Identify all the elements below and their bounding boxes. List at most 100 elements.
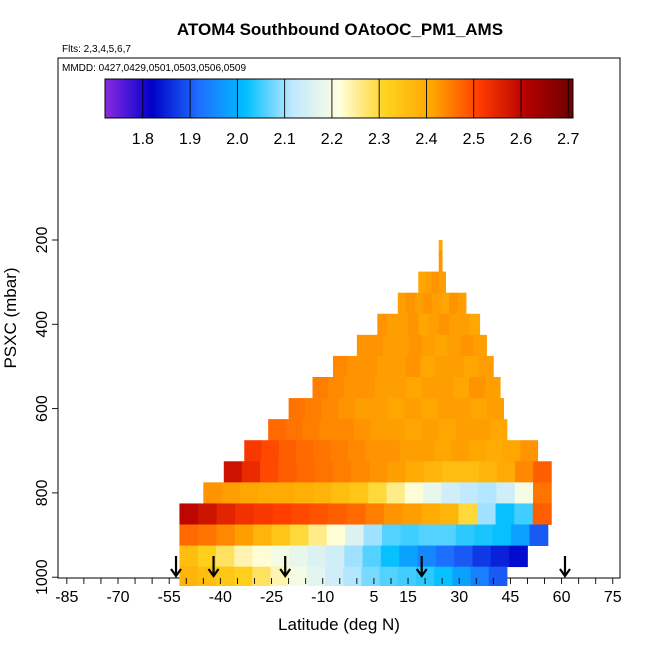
heatmap-cell xyxy=(405,355,421,378)
heatmap-cell xyxy=(179,503,199,525)
flight-arrow xyxy=(415,556,428,578)
heatmap-cell xyxy=(421,503,441,525)
heatmap-cell xyxy=(239,482,259,504)
heatmap-cell xyxy=(472,419,491,441)
heatmap-cell xyxy=(472,545,492,568)
colorbar-ticks: 1.8 1.9 2.0 2.1 2.2 2.3 2.4 2.5 2.6 2.7 xyxy=(132,79,579,148)
heatmap-cell xyxy=(234,545,254,568)
heatmap-cell xyxy=(253,524,272,546)
colorbar-tick-label: 2.0 xyxy=(226,131,248,148)
x-axis-label: Latitude (deg N) xyxy=(278,615,400,634)
colorbar-tick-label: 2.7 xyxy=(557,131,579,148)
heatmap-cell xyxy=(438,419,457,441)
colorbar-tick-label: 2.2 xyxy=(321,131,343,148)
heatmap-cell xyxy=(387,398,405,420)
heatmap-cell xyxy=(362,545,382,568)
heatmap-cell xyxy=(470,566,490,587)
heatmap-cell xyxy=(345,524,365,546)
heatmap-cell xyxy=(451,440,470,462)
heatmap-cell xyxy=(321,398,339,420)
heatmap-cell xyxy=(221,482,241,504)
heatmap-cell xyxy=(460,334,474,357)
heatmap-cell xyxy=(442,461,461,483)
heatmap-cell xyxy=(386,482,406,504)
heatmap-cell xyxy=(418,271,426,294)
heatmap-cell xyxy=(437,398,455,420)
heatmap-cell xyxy=(363,524,383,546)
heatmap-cell xyxy=(216,524,236,546)
heatmap-cell xyxy=(455,524,475,546)
heatmap-cell xyxy=(441,482,461,504)
heatmap-cell xyxy=(382,334,397,357)
heatmap-cell xyxy=(448,313,460,336)
heatmap-cell xyxy=(406,376,423,399)
heatmap-cell xyxy=(492,524,512,546)
heatmap-cell xyxy=(478,355,494,378)
heatmap-cell xyxy=(408,334,423,357)
heatmap-cell xyxy=(438,313,450,336)
x-tick-label: -85 xyxy=(55,589,78,606)
heatmap-cell xyxy=(375,376,392,399)
heatmap-cell xyxy=(351,461,370,483)
heatmap-cell xyxy=(395,334,410,357)
heatmap-cell xyxy=(423,482,442,504)
heatmap-cell xyxy=(369,334,384,357)
heatmap-cell xyxy=(347,355,363,378)
heatmap-cell xyxy=(391,355,407,378)
chart-title: ATOM4 Southbound OAtoOC_PM1_AMS xyxy=(177,20,503,39)
heatmap-cell xyxy=(421,376,439,399)
heatmap-cell xyxy=(369,461,388,483)
heatmap-cell xyxy=(478,461,498,483)
heatmap-cell xyxy=(503,440,521,462)
colorbar-tick-label: 2.6 xyxy=(510,131,532,148)
heatmap-cell xyxy=(400,524,420,546)
heatmap-cell xyxy=(459,313,470,336)
x-tick-label: 60 xyxy=(553,589,571,606)
colorbar-tick-label: 2.1 xyxy=(274,131,296,148)
heatmap-cell xyxy=(197,524,217,546)
flight-arrow xyxy=(559,556,571,578)
heatmap-cell xyxy=(343,566,362,587)
heatmap-cell xyxy=(438,271,446,294)
heatmap-cell xyxy=(428,313,440,336)
heatmap-cell xyxy=(332,355,348,378)
y-axis-label: PSXC (mbar) xyxy=(1,267,20,368)
heatmap-cell xyxy=(365,440,383,462)
heatmap-cell xyxy=(346,503,366,525)
heatmap-cell xyxy=(533,482,552,504)
heatmap-cell xyxy=(514,461,534,483)
heatmap-cell xyxy=(509,545,528,568)
heatmap-cell xyxy=(414,292,424,315)
heatmap-cell xyxy=(313,440,331,462)
colorbar-tick-label: 2.4 xyxy=(415,131,437,148)
heatmap-cell xyxy=(408,313,419,336)
heatmap-cell xyxy=(288,398,306,420)
heatmap-cell xyxy=(349,482,369,504)
heatmap-cell xyxy=(376,355,392,378)
heatmap-cell xyxy=(437,376,454,399)
heatmap-cell xyxy=(330,440,349,462)
heatmap-cell xyxy=(387,313,399,336)
heatmap-cell xyxy=(234,524,254,546)
heatmap-cell xyxy=(258,482,277,504)
heatmap-cell xyxy=(464,355,480,378)
colorbar-tick-label: 2.3 xyxy=(368,131,390,148)
y-tick-label: 1000 xyxy=(34,559,51,595)
heatmap-cell xyxy=(302,419,320,441)
heatmap-cell xyxy=(347,440,366,462)
heatmap-cell xyxy=(417,545,437,568)
heatmap-cell xyxy=(418,524,438,546)
heatmap-cell xyxy=(289,545,309,568)
heatmap-cell xyxy=(313,482,332,504)
colorbar-tick-label: 1.8 xyxy=(132,131,154,148)
heatmap-cell xyxy=(203,482,223,504)
heatmap-cell xyxy=(288,566,308,587)
heatmap-cell xyxy=(361,566,381,587)
heatmap-cell xyxy=(468,376,485,399)
heatmap-cell xyxy=(387,419,406,441)
heatmap-cell xyxy=(285,419,303,441)
heatmap-cell xyxy=(488,566,508,587)
heatmap-cell xyxy=(296,440,314,462)
heatmap-cell xyxy=(397,292,407,315)
heatmap-cell xyxy=(244,440,262,462)
